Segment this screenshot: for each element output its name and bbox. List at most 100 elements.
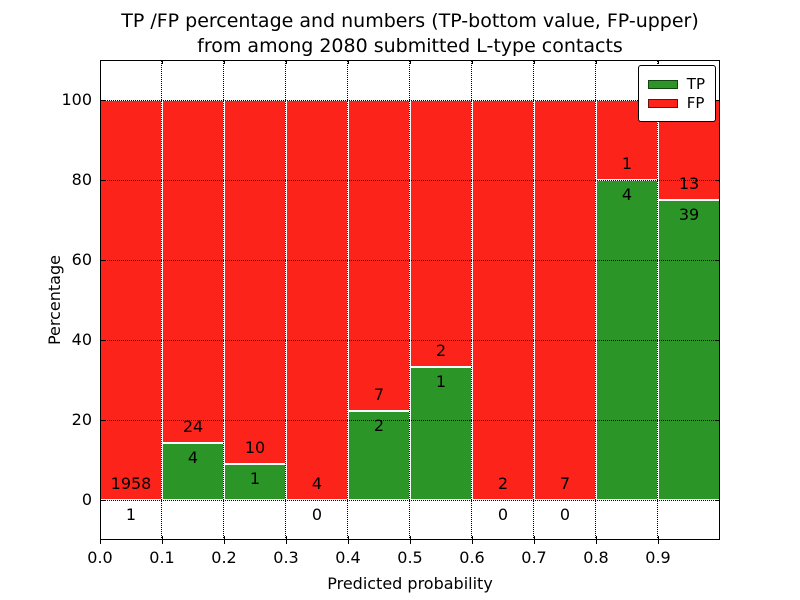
bar-segment-fp	[162, 100, 224, 443]
x-tick-mark	[595, 536, 597, 544]
x-tick-mark	[657, 536, 659, 544]
y-tick-label: 0	[81, 490, 92, 509]
legend-label-fp: FP	[686, 94, 705, 112]
x-tick-mark-top	[657, 60, 659, 64]
y-tick-mark-right	[715, 99, 720, 101]
gridline-horizontal	[100, 339, 720, 341]
chart-title-line1: TP /FP percentage and numbers (TP-bottom…	[121, 10, 699, 32]
legend-label-tp: TP	[686, 75, 705, 93]
gridline-vertical	[657, 60, 659, 540]
gridline-horizontal	[100, 259, 720, 261]
bar-segment-tp	[348, 411, 410, 500]
gridline-vertical	[533, 60, 535, 540]
x-tick-mark-top	[285, 60, 287, 64]
gridline-horizontal	[100, 499, 720, 501]
x-tick-label: 0.1	[149, 548, 175, 567]
x-tick-mark	[223, 536, 225, 544]
plot-area: Predicted probability Percentage TP FP 1…	[45, 60, 720, 593]
y-tick-label: 20	[71, 410, 92, 429]
tp-count-label: 0	[311, 505, 323, 524]
fp-count-label: 13	[678, 174, 700, 193]
tp-count-label: 1	[125, 504, 137, 524]
x-tick-mark	[99, 536, 101, 544]
tp-count-label: 1	[249, 468, 261, 488]
x-tick-mark	[471, 536, 473, 544]
bar-segment-fp	[534, 100, 596, 500]
y-tick-mark	[100, 339, 105, 341]
tp-count-label: 4	[187, 447, 199, 467]
x-tick-mark-top	[161, 60, 163, 64]
fp-count-label: 2	[435, 340, 447, 360]
tp-count-label: 2	[373, 416, 385, 436]
tp-count-label: 0	[559, 505, 571, 524]
y-tick-label: 100	[61, 90, 92, 109]
x-tick-mark-top	[471, 60, 473, 64]
bar-segment-fp	[348, 100, 410, 412]
x-tick-label: 0.3	[273, 548, 299, 567]
gridline-vertical	[161, 60, 163, 540]
y-tick-mark-right	[715, 499, 720, 501]
x-tick-label: 0.2	[211, 548, 237, 567]
y-tick-label: 80	[71, 170, 92, 189]
x-tick-label: 0.5	[397, 548, 423, 567]
legend-item-fp: FP	[647, 94, 705, 112]
bar-segment-fp	[224, 100, 286, 464]
fp-count-label: 7	[559, 474, 571, 493]
y-tick-mark-right	[715, 339, 720, 341]
y-tick-label: 40	[71, 330, 92, 349]
fp-count-label: 4	[311, 474, 323, 493]
y-tick-mark-right	[715, 259, 720, 261]
x-axis-label: Predicted probability	[327, 574, 493, 593]
gridline-vertical	[471, 60, 473, 540]
y-tick-mark	[100, 179, 105, 181]
gridline-vertical	[595, 60, 597, 540]
x-tick-mark-top	[533, 60, 535, 64]
fp-count-label: 7	[373, 385, 385, 405]
bar-segment-fp	[410, 100, 472, 367]
fp-count-label: 10	[244, 437, 266, 457]
bar-segment-tp	[162, 442, 224, 500]
tp-count-label: 1	[435, 371, 447, 391]
x-tick-label: 0.7	[521, 548, 547, 567]
x-tick-mark	[285, 536, 287, 544]
fp-count-label: 24	[182, 416, 204, 436]
chart-title: TP /FP percentage and numbers (TP-bottom…	[100, 9, 720, 59]
bar-segment-fp	[472, 100, 534, 500]
gridline-horizontal	[100, 179, 720, 181]
bar-segment-fp	[100, 100, 162, 500]
fp-count-label: 1958	[110, 473, 152, 493]
y-tick-label: 60	[71, 250, 92, 269]
tp-swatch	[647, 79, 678, 89]
x-tick-label: 0.0	[87, 548, 113, 567]
gridline-vertical	[285, 60, 287, 540]
bar-segment-fp	[286, 100, 348, 500]
x-tick-mark-top	[223, 60, 225, 64]
x-tick-mark	[347, 536, 349, 544]
y-tick-mark	[100, 499, 105, 501]
bar-segment-tp	[658, 200, 720, 500]
x-tick-mark-top	[347, 60, 349, 64]
x-tick-mark-top	[409, 60, 411, 64]
legend-item-tp: TP	[647, 75, 705, 93]
x-tick-mark-top	[595, 60, 597, 64]
legend: TP FP	[637, 65, 716, 122]
gridline-vertical	[347, 60, 349, 540]
bar-segment-tp	[224, 463, 286, 500]
y-tick-mark	[100, 99, 105, 101]
y-tick-mark	[100, 419, 105, 421]
x-tick-label: 0.4	[335, 548, 361, 567]
x-tick-label: 0.9	[645, 548, 671, 567]
chart-title-line2: from among 2080 submitted L-type contact…	[197, 35, 623, 57]
fp-count-label: 2	[497, 474, 509, 493]
x-tick-mark	[533, 536, 535, 544]
x-tick-label: 0.8	[583, 548, 609, 567]
gridline-vertical	[409, 60, 411, 540]
bar-segment-tp	[410, 366, 472, 500]
tp-count-label: 4	[621, 185, 633, 204]
y-tick-mark	[100, 259, 105, 261]
x-tick-mark-top	[99, 60, 101, 64]
gridline-vertical	[223, 60, 225, 540]
y-tick-mark-right	[715, 179, 720, 181]
fp-count-label: 1	[621, 154, 633, 173]
